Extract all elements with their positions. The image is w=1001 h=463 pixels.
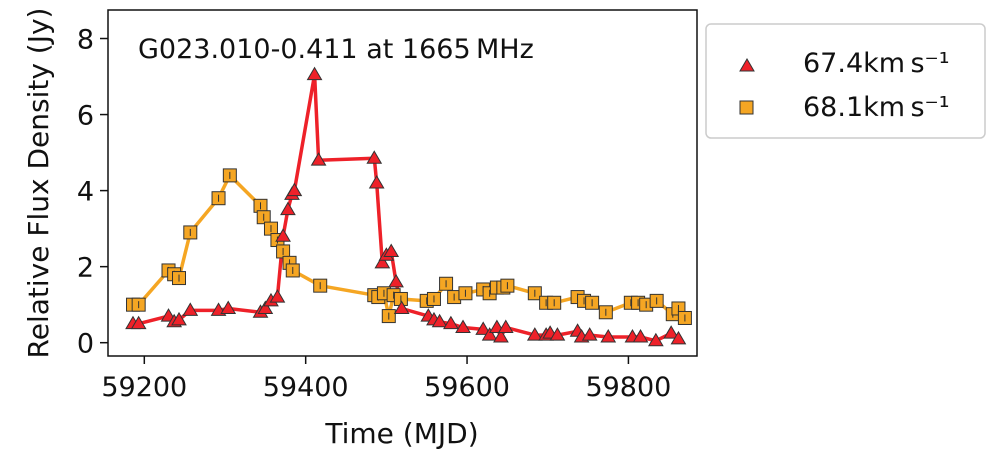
legend-marker-triangle	[739, 58, 755, 72]
y-tick-label-0: 0	[77, 329, 94, 360]
data-point-series-1-18	[366, 150, 383, 164]
data-point-series-1-42	[600, 328, 617, 343]
series-markers	[125, 66, 692, 347]
data-point-series-1-41	[581, 327, 598, 341]
data-point-series-1-30	[475, 321, 492, 335]
x-axis: 59200 59400 59600 59800	[101, 356, 671, 403]
y-axis-label: Relative Flux Density (Jy)	[22, 8, 55, 359]
data-point-series-1-1	[130, 315, 147, 330]
data-point-series-1-5	[182, 302, 199, 316]
data-point-series-1-27	[431, 313, 448, 328]
y-tick-label-3: 6	[77, 101, 94, 132]
chart-title: G023.010-0.411 at 1665 MHz	[138, 34, 534, 65]
x-tick-label-1: 59400	[263, 372, 349, 403]
legend-label-series-1: 67.4km s⁻¹	[803, 48, 950, 79]
data-point-series-1-31	[481, 327, 498, 341]
data-point-series-1-45	[647, 332, 664, 347]
legend-label-series-2: 68.1km s⁻¹	[803, 92, 950, 123]
data-point-series-1-28	[443, 315, 459, 330]
data-point-series-1-46	[663, 325, 680, 339]
data-point-series-1-44	[632, 328, 649, 343]
data-point-series-1-15	[286, 182, 303, 197]
data-point-series-1-20	[374, 254, 391, 269]
y-tick-label-1: 2	[77, 253, 94, 284]
data-point-series-1-24	[393, 300, 410, 314]
data-point-series-1-22	[383, 243, 400, 257]
x-tick-label-2: 59600	[424, 372, 510, 403]
data-point-series-1-34	[497, 319, 514, 333]
data-point-series-1-47	[670, 330, 687, 345]
legend: 67.4km s⁻¹ 68.1km s⁻¹	[705, 23, 986, 139]
x-axis-label: Time (MJD)	[324, 417, 478, 450]
data-point-series-1-33	[493, 328, 509, 343]
data-point-series-1-9	[257, 300, 274, 314]
plot-frame	[107, 9, 698, 357]
data-point-series-1-13	[280, 201, 296, 216]
data-point-series-1-35	[526, 327, 543, 341]
data-point-series-1-17	[310, 152, 327, 166]
x-tick-label-0: 59200	[101, 372, 187, 403]
data-point-series-1-29	[455, 319, 471, 333]
y-axis: 0 2 4 6 8	[77, 25, 108, 360]
data-point-series-1-16	[306, 66, 323, 81]
data-point-series-1-7	[220, 300, 237, 314]
data-point-series-1-11	[269, 289, 286, 303]
data-point-series-1-12	[275, 228, 291, 242]
legend-frame	[705, 23, 986, 139]
data-point-series-1-23	[388, 273, 404, 288]
data-point-series-1-19	[368, 175, 385, 189]
data-point-series-1-38	[549, 327, 566, 341]
data-point-series-1-4	[171, 311, 187, 326]
legend-marker-square	[739, 100, 754, 115]
x-tick-label-3: 59800	[585, 372, 671, 403]
y-tick-label-4: 8	[77, 25, 94, 56]
y-tick-label-2: 4	[77, 177, 94, 208]
